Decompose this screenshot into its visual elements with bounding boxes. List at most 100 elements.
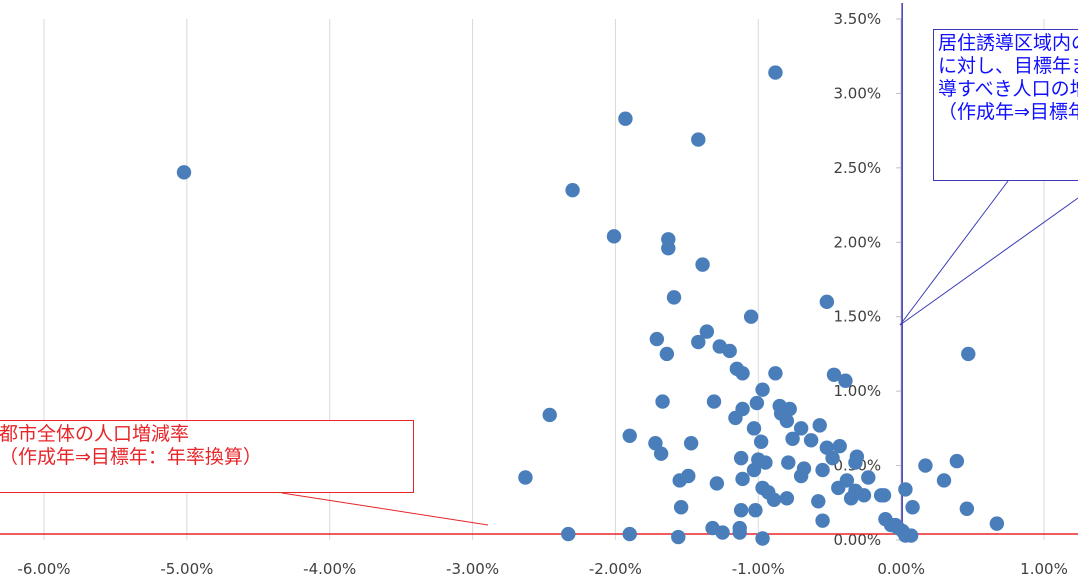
x-tick-label: -6.00% [17,560,70,578]
data-point [843,491,859,506]
data-point [831,480,846,496]
callout-line: 居住誘導区域内の人口 [938,32,1078,54]
x-tick-label: 0.00% [877,560,925,578]
data-point [542,407,557,423]
data-point [735,366,750,381]
x-tick-label: -2.00% [589,560,642,578]
data-point [728,410,743,426]
data-point [715,525,730,540]
data-point [848,455,863,470]
data-points [176,65,1005,546]
data-point [681,468,696,484]
data-point [905,500,920,515]
callout-leader-lines [281,180,1078,526]
data-point [812,418,827,433]
data-point [826,367,842,382]
data-point [673,500,689,515]
data-point [961,346,976,362]
x-tick-label: -4.00% [303,560,356,578]
data-point [815,513,830,528]
city-population-change-callout: 都市全体の人口増減率 （作成年⇒目標年：年率換算） [0,420,414,493]
data-point [785,431,800,446]
data-point [518,470,533,485]
y-tick-label: 0.00% [833,531,881,549]
data-point [832,439,847,454]
y-tick-label: 2.00% [833,233,881,251]
callout-line: 都市全体の人口増減率 [0,423,190,445]
data-point [793,421,809,436]
data-point [758,455,773,470]
data-point [819,294,835,310]
data-point [779,491,795,506]
callout-line: （作成年⇒目標年） [938,101,1078,123]
callout-line: に対し、目標年までに誘 [938,55,1078,77]
data-point [735,471,750,487]
data-point [755,382,770,397]
data-point [793,468,809,484]
data-point [653,446,669,461]
data-point [618,111,633,126]
data-point [989,516,1005,531]
data-point [655,394,670,409]
data-point [766,492,782,508]
data-point [903,528,919,543]
data-point [949,453,965,469]
data-point [176,165,192,180]
data-point [706,394,722,409]
data-point [803,433,819,448]
red-callout-leader [281,492,489,526]
data-point [606,229,622,244]
data-point [768,65,783,80]
y-tick-label: 3.50% [833,10,881,28]
data-point [746,421,762,436]
data-point [936,473,952,488]
induction-area-change-callout: 居住誘導区域内の人口 に対し、目標年までに誘 導すべき人口の増減率 （作成年⇒目… [933,29,1078,181]
data-point [699,324,715,339]
data-point [649,331,665,347]
data-point [825,450,840,466]
data-point [768,366,783,381]
data-point [749,395,765,411]
x-tick-label: -5.00% [160,560,213,578]
data-point [733,450,749,466]
data-point [781,455,796,470]
data-point [695,257,710,272]
data-point [746,462,762,478]
data-point [565,182,580,198]
y-tick-label: 1.50% [833,308,881,326]
y-tick-label: 3.00% [833,84,881,102]
data-point [755,531,770,546]
data-point [779,413,795,429]
data-point [838,373,853,388]
data-point [918,458,933,473]
data-point [753,434,769,449]
data-point [666,290,682,305]
data-point [861,470,876,485]
data-point [722,343,737,359]
data-point [748,503,763,518]
data-point [733,503,749,518]
callout-line: 導すべき人口の増減率 [938,78,1078,100]
data-point [659,346,675,362]
x-tick-label: 1.00% [1020,560,1068,578]
y-tick-label: 2.50% [833,159,881,177]
blue-callout-leader [899,180,1009,326]
data-point [561,526,576,542]
data-point [815,462,830,478]
data-point [898,482,913,497]
blue-callout-leader [899,197,1078,326]
callout-line: （作成年⇒目標年：年率換算） [0,446,262,468]
data-point [683,436,699,451]
axes: -6.00% -5.00% -4.00% -3.00% -2.00% -1.00% 0.00… [17,10,1067,578]
data-point [661,241,676,256]
data-point [691,334,706,350]
data-point [622,428,637,443]
data-point [732,525,747,540]
data-point [691,132,706,147]
data-point [856,488,872,503]
data-point [671,529,686,545]
x-tick-label: -1.00% [732,560,785,578]
data-point [873,488,889,503]
data-point [709,476,725,491]
